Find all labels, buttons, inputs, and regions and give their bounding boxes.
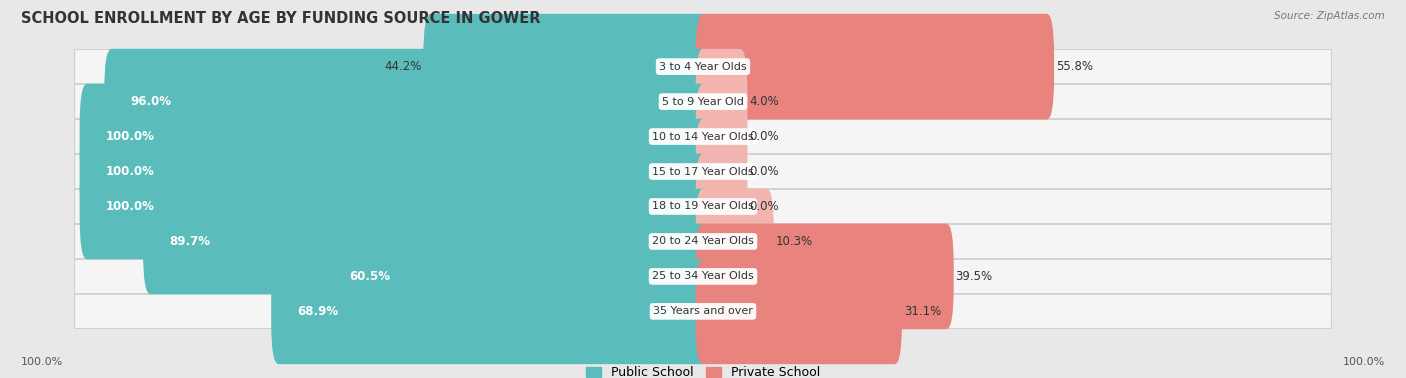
- FancyBboxPatch shape: [75, 84, 1331, 119]
- FancyBboxPatch shape: [696, 259, 903, 364]
- FancyBboxPatch shape: [75, 294, 1331, 328]
- FancyBboxPatch shape: [423, 14, 710, 119]
- FancyBboxPatch shape: [80, 119, 710, 224]
- Text: 100.0%: 100.0%: [105, 200, 155, 213]
- Text: 35 Years and over: 35 Years and over: [652, 307, 754, 316]
- Text: 10 to 14 Year Olds: 10 to 14 Year Olds: [652, 132, 754, 141]
- Text: 39.5%: 39.5%: [956, 270, 993, 283]
- FancyBboxPatch shape: [696, 154, 748, 259]
- Text: 31.1%: 31.1%: [904, 305, 941, 318]
- Text: Source: ZipAtlas.com: Source: ZipAtlas.com: [1274, 11, 1385, 21]
- Text: 4.0%: 4.0%: [749, 95, 779, 108]
- FancyBboxPatch shape: [323, 224, 710, 329]
- FancyBboxPatch shape: [696, 49, 748, 154]
- FancyBboxPatch shape: [75, 119, 1331, 154]
- FancyBboxPatch shape: [104, 49, 710, 154]
- Text: 100.0%: 100.0%: [105, 165, 155, 178]
- Text: 5 to 9 Year Old: 5 to 9 Year Old: [662, 97, 744, 107]
- Text: 96.0%: 96.0%: [131, 95, 172, 108]
- Text: 0.0%: 0.0%: [749, 165, 779, 178]
- FancyBboxPatch shape: [696, 84, 748, 189]
- Text: 20 to 24 Year Olds: 20 to 24 Year Olds: [652, 237, 754, 246]
- FancyBboxPatch shape: [75, 259, 1331, 294]
- FancyBboxPatch shape: [696, 189, 773, 294]
- Legend: Public School, Private School: Public School, Private School: [581, 361, 825, 378]
- Text: 55.8%: 55.8%: [1056, 60, 1092, 73]
- FancyBboxPatch shape: [696, 14, 1054, 119]
- Text: 100.0%: 100.0%: [21, 357, 63, 367]
- FancyBboxPatch shape: [80, 84, 710, 189]
- FancyBboxPatch shape: [271, 259, 710, 364]
- FancyBboxPatch shape: [696, 224, 953, 329]
- FancyBboxPatch shape: [75, 50, 1331, 84]
- Text: 44.2%: 44.2%: [384, 60, 422, 73]
- FancyBboxPatch shape: [75, 189, 1331, 224]
- Text: 89.7%: 89.7%: [169, 235, 209, 248]
- FancyBboxPatch shape: [80, 154, 710, 259]
- Text: 100.0%: 100.0%: [1343, 357, 1385, 367]
- Text: SCHOOL ENROLLMENT BY AGE BY FUNDING SOURCE IN GOWER: SCHOOL ENROLLMENT BY AGE BY FUNDING SOUR…: [21, 11, 540, 26]
- FancyBboxPatch shape: [696, 119, 748, 224]
- Text: 15 to 17 Year Olds: 15 to 17 Year Olds: [652, 167, 754, 177]
- Text: 60.5%: 60.5%: [349, 270, 389, 283]
- Text: 0.0%: 0.0%: [749, 130, 779, 143]
- Text: 100.0%: 100.0%: [105, 130, 155, 143]
- Text: 10.3%: 10.3%: [776, 235, 813, 248]
- Text: 18 to 19 Year Olds: 18 to 19 Year Olds: [652, 201, 754, 211]
- Text: 68.9%: 68.9%: [297, 305, 339, 318]
- Text: 3 to 4 Year Olds: 3 to 4 Year Olds: [659, 62, 747, 71]
- FancyBboxPatch shape: [75, 154, 1331, 189]
- Text: 25 to 34 Year Olds: 25 to 34 Year Olds: [652, 271, 754, 281]
- FancyBboxPatch shape: [75, 224, 1331, 259]
- Text: 0.0%: 0.0%: [749, 200, 779, 213]
- FancyBboxPatch shape: [143, 189, 710, 294]
